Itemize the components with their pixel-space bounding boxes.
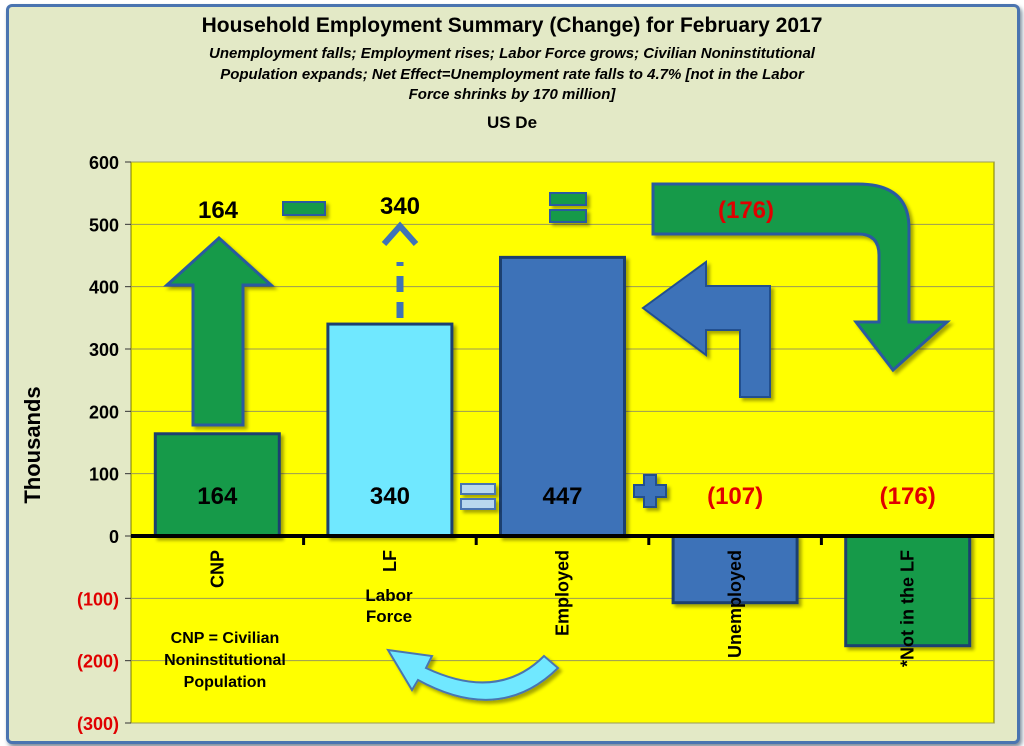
y-tick-label: 300 [89,340,119,360]
y-tick-label: 400 [89,278,119,298]
cnp-definition-line-3: Population [184,674,267,691]
employed-left-arrow-icon [641,260,771,398]
source-label: US De [486,113,538,132]
bar-value-label: 447 [542,483,582,510]
y-tick-label: (100) [77,589,119,609]
chart-subtitle-line-2: Population expands; Net Effect=Unemploym… [220,66,804,83]
bar-equals-bottom-icon [460,498,496,510]
y-tick-label: 600 [89,153,119,173]
equation-minus-icon [282,201,326,216]
lf-full-label-line-1: Labor [365,586,413,605]
y-tick-label: 0 [109,527,119,547]
bar-4 [844,534,972,648]
lf-dashed-arrow-head-icon [381,221,419,246]
y-tick-label: (300) [77,714,119,734]
chart-subtitle-line-3: Force shrinks by 170 million] [408,86,616,103]
equation-left-value: 164 [198,197,239,224]
y-tick-label: 500 [89,215,119,235]
y-axis-ticks: 600 500 400 300 200 100 0 (100) (200) (300) [77,153,131,734]
chart-subtitle-line-1: Unemployment falls; Employment rises; La… [209,45,815,62]
bar-value-label: 340 [370,483,410,510]
cnp-definition-line-2: Noninstitutional [164,652,286,669]
bar-value-label: (176) [880,483,936,510]
equation-right-value: (176) [718,197,774,224]
category-label: LF [380,550,400,572]
cnp-up-arrow-icon [163,235,275,427]
bar-value-label: (107) [707,483,763,510]
cnp-definition-line-1: CNP = Civilian [171,630,280,647]
y-tick-label: 100 [89,465,119,485]
bar-1 [326,322,454,538]
y-axis-label: Thousands [20,386,45,503]
x-axis-categories: CNP LF Employed Unemployed *Not in the LF [207,536,918,667]
bar-equals-top-icon [460,483,496,495]
lf-employed-curved-arrow-icon [386,648,560,701]
equation-equals-bottom-icon [549,209,587,223]
category-label: Unemployed [725,550,745,658]
category-label: CNP [207,550,227,588]
equation-equals-top-icon [549,192,587,206]
bar-plus-icon [633,474,667,508]
chart-title: Household Employment Summary (Change) fo… [201,14,823,37]
category-label: Employed [553,550,573,636]
y-tick-label: (200) [77,652,119,672]
category-label: *Not in the LF [898,550,918,667]
bar-value-labels: 164 340 447 (107) (176) [197,483,935,510]
bar-value-label: 164 [197,483,238,510]
bar-3 [671,534,799,605]
not-in-lf-curved-arrow-icon [651,182,951,373]
y-tick-label: 200 [89,402,119,422]
equation-middle-value: 340 [380,193,420,220]
lf-full-label-line-2: Force [366,607,412,626]
